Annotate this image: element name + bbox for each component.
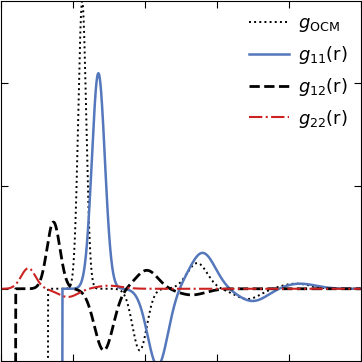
$g_{12}({\rm r})$ (51, 220, 56, 224)
$g_{12}({\rm r})$ (358, 287, 362, 291)
$g_{22}({\rm r})$ (348, 287, 353, 291)
$g_{\rm OCM}$ (282, 283, 287, 287)
Line: $g_{11}({\rm r})$: $g_{11}({\rm r})$ (1, 73, 361, 362)
$g_{11}({\rm r})$ (165, 337, 169, 342)
Legend: $g_{\rm OCM}$, $g_{11}({\rm r})$, $g_{12}({\rm r})$, $g_{22}({\rm r})$: $g_{\rm OCM}$, $g_{11}({\rm r})$, $g_{12… (246, 10, 352, 134)
Line: $g_{12}({\rm r})$: $g_{12}({\rm r})$ (1, 222, 361, 362)
$g_{22}({\rm r})$ (358, 287, 362, 291)
Line: $g_{22}({\rm r})$: $g_{22}({\rm r})$ (1, 268, 361, 297)
$g_{12}({\rm r})$ (165, 284, 169, 289)
$g_{22}({\rm r})$ (282, 287, 287, 291)
$g_{11}({\rm r})$ (348, 287, 352, 291)
$g_{12}({\rm r})$ (348, 287, 353, 291)
$g_{22}({\rm r})$ (66, 295, 70, 299)
$g_{22}({\rm r})$ (17, 277, 22, 281)
$g_{\rm OCM}$ (174, 284, 178, 288)
$g_{\rm OCM}$ (80, 0, 84, 4)
$g_{12}({\rm r})$ (174, 289, 178, 294)
$g_{11}({\rm r})$ (358, 287, 362, 291)
$g_{22}({\rm r})$ (348, 287, 353, 291)
$g_{11}({\rm r})$ (348, 287, 353, 291)
$g_{12}({\rm r})$ (282, 287, 287, 291)
$g_{\rm OCM}$ (165, 286, 169, 291)
$g_{11}({\rm r})$ (174, 296, 178, 301)
$g_{\rm OCM}$ (358, 287, 362, 291)
$g_{12}({\rm r})$ (17, 287, 22, 291)
$g_{11}({\rm r})$ (282, 285, 287, 289)
$g_{11}({\rm r})$ (96, 71, 101, 75)
$g_{22}({\rm r})$ (165, 287, 169, 291)
$g_{22}({\rm r})$ (0, 287, 4, 291)
$g_{\rm OCM}$ (348, 287, 352, 291)
$g_{12}({\rm r})$ (348, 287, 352, 291)
$g_{22}({\rm r})$ (26, 266, 30, 270)
$g_{\rm OCM}$ (348, 287, 353, 291)
$g_{22}({\rm r})$ (174, 287, 178, 291)
